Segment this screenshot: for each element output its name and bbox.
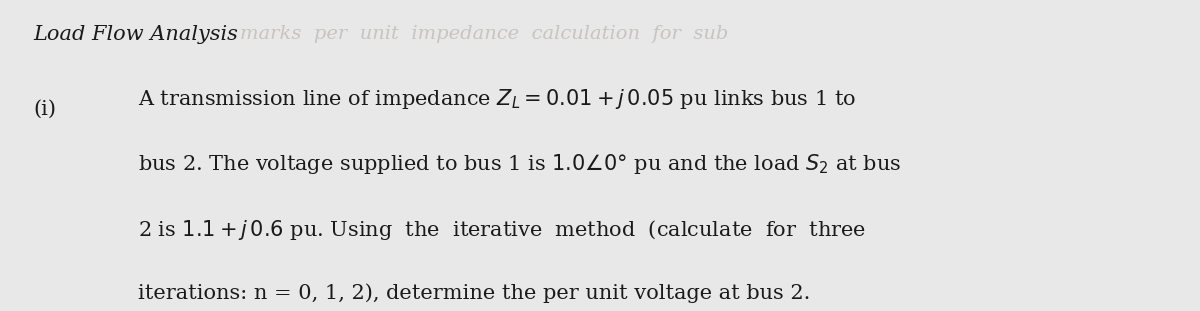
Text: A transmission line of impedance $Z_L = 0.01 + j\,0.05$ pu links bus 1 to: A transmission line of impedance $Z_L = … — [138, 87, 856, 111]
Text: marks  per  unit  impedance  calculation  for  sub: marks per unit impedance calculation for… — [240, 25, 728, 43]
Text: bus 2. The voltage supplied to bus 1 is $1.0\angle0°$ pu and the load $S_2$ at b: bus 2. The voltage supplied to bus 1 is … — [138, 152, 901, 176]
Text: Load Flow Analysis: Load Flow Analysis — [34, 25, 239, 44]
Text: iterations: n = 0, 1, 2), determine the per unit voltage at bus 2.: iterations: n = 0, 1, 2), determine the … — [138, 283, 810, 303]
Text: 2 is $1.1 + j\,0.6$ pu. Using  the  iterative  method  (calculate  for  three: 2 is $1.1 + j\,0.6$ pu. Using the iterat… — [138, 218, 866, 242]
Text: (i): (i) — [34, 100, 56, 118]
